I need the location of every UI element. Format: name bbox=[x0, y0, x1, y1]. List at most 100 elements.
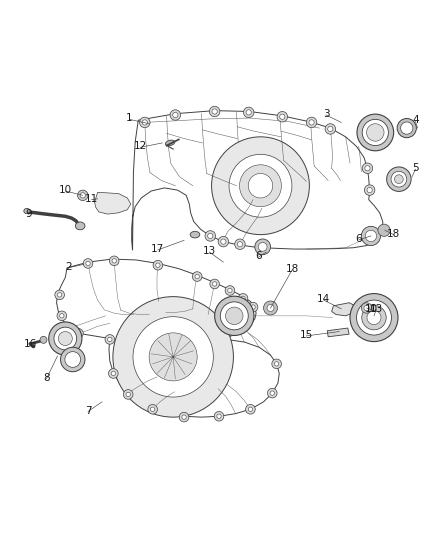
Circle shape bbox=[225, 286, 235, 295]
Circle shape bbox=[212, 137, 309, 235]
Ellipse shape bbox=[190, 231, 200, 238]
Circle shape bbox=[218, 236, 229, 247]
Text: 15: 15 bbox=[300, 330, 313, 340]
Circle shape bbox=[210, 279, 219, 289]
Circle shape bbox=[361, 227, 381, 246]
Circle shape bbox=[60, 348, 85, 372]
Circle shape bbox=[60, 313, 64, 318]
Circle shape bbox=[105, 335, 115, 344]
Text: 9: 9 bbox=[26, 209, 32, 219]
Circle shape bbox=[364, 185, 375, 195]
Ellipse shape bbox=[75, 222, 85, 230]
Circle shape bbox=[362, 305, 386, 330]
Circle shape bbox=[267, 304, 274, 311]
Circle shape bbox=[76, 331, 81, 335]
Circle shape bbox=[58, 332, 72, 345]
Circle shape bbox=[367, 124, 384, 141]
Text: 13: 13 bbox=[203, 246, 216, 256]
Circle shape bbox=[248, 302, 258, 312]
Circle shape bbox=[209, 106, 220, 117]
Circle shape bbox=[268, 389, 277, 398]
Circle shape bbox=[325, 124, 336, 134]
Circle shape bbox=[397, 118, 417, 138]
Circle shape bbox=[205, 231, 215, 241]
Circle shape bbox=[155, 263, 160, 268]
Circle shape bbox=[179, 413, 189, 422]
Circle shape bbox=[387, 167, 411, 191]
Circle shape bbox=[149, 333, 197, 381]
Circle shape bbox=[208, 233, 213, 239]
Circle shape bbox=[237, 241, 243, 247]
Circle shape bbox=[277, 111, 288, 122]
Text: 2: 2 bbox=[65, 262, 72, 271]
Circle shape bbox=[170, 110, 180, 120]
Circle shape bbox=[367, 188, 372, 193]
Circle shape bbox=[111, 372, 116, 376]
Circle shape bbox=[192, 272, 202, 281]
Circle shape bbox=[65, 352, 81, 367]
Circle shape bbox=[110, 256, 119, 265]
Text: 4: 4 bbox=[412, 115, 419, 125]
Circle shape bbox=[365, 166, 370, 171]
Circle shape bbox=[238, 294, 248, 303]
Circle shape bbox=[357, 114, 394, 151]
Circle shape bbox=[270, 391, 275, 395]
Circle shape bbox=[350, 294, 398, 342]
Text: 10: 10 bbox=[364, 304, 378, 314]
Polygon shape bbox=[327, 328, 349, 337]
Circle shape bbox=[74, 328, 83, 338]
Circle shape bbox=[40, 336, 47, 343]
Circle shape bbox=[248, 407, 253, 411]
Circle shape bbox=[221, 239, 226, 244]
Circle shape bbox=[248, 174, 273, 198]
Circle shape bbox=[126, 392, 131, 397]
Circle shape bbox=[212, 109, 217, 114]
Text: 3: 3 bbox=[323, 109, 329, 119]
Circle shape bbox=[280, 114, 285, 119]
Text: 6: 6 bbox=[255, 252, 261, 262]
Circle shape bbox=[244, 107, 254, 118]
Text: 16: 16 bbox=[24, 339, 37, 349]
Circle shape bbox=[212, 282, 217, 286]
Circle shape bbox=[217, 414, 221, 418]
Text: 17: 17 bbox=[151, 244, 165, 254]
Circle shape bbox=[364, 305, 369, 311]
Circle shape bbox=[229, 154, 292, 217]
Circle shape bbox=[235, 239, 245, 249]
Circle shape bbox=[255, 239, 271, 255]
Circle shape bbox=[86, 261, 90, 265]
Circle shape bbox=[365, 230, 377, 241]
Circle shape bbox=[309, 120, 314, 125]
Circle shape bbox=[228, 288, 232, 293]
Circle shape bbox=[378, 224, 390, 236]
Circle shape bbox=[401, 122, 413, 134]
Circle shape bbox=[214, 411, 224, 421]
Circle shape bbox=[362, 163, 373, 174]
Circle shape bbox=[264, 301, 278, 315]
Circle shape bbox=[195, 274, 199, 279]
Text: 8: 8 bbox=[43, 373, 50, 383]
Text: 18: 18 bbox=[286, 264, 299, 273]
Circle shape bbox=[83, 259, 93, 268]
Circle shape bbox=[272, 359, 282, 369]
Circle shape bbox=[54, 327, 77, 350]
Circle shape bbox=[124, 390, 133, 399]
Circle shape bbox=[226, 307, 243, 325]
Circle shape bbox=[142, 120, 148, 125]
Circle shape bbox=[215, 296, 254, 335]
Text: 13: 13 bbox=[370, 304, 383, 314]
Circle shape bbox=[55, 290, 64, 300]
Text: 6: 6 bbox=[355, 234, 362, 244]
Circle shape bbox=[140, 117, 150, 128]
Circle shape bbox=[80, 193, 85, 198]
Text: 12: 12 bbox=[134, 141, 147, 151]
Circle shape bbox=[113, 297, 233, 417]
Circle shape bbox=[182, 415, 186, 419]
Circle shape bbox=[57, 311, 67, 321]
Polygon shape bbox=[95, 192, 131, 214]
Text: 11: 11 bbox=[85, 194, 98, 204]
Circle shape bbox=[246, 405, 255, 414]
Circle shape bbox=[361, 303, 372, 313]
Text: 1: 1 bbox=[126, 113, 133, 123]
Circle shape bbox=[78, 190, 88, 200]
